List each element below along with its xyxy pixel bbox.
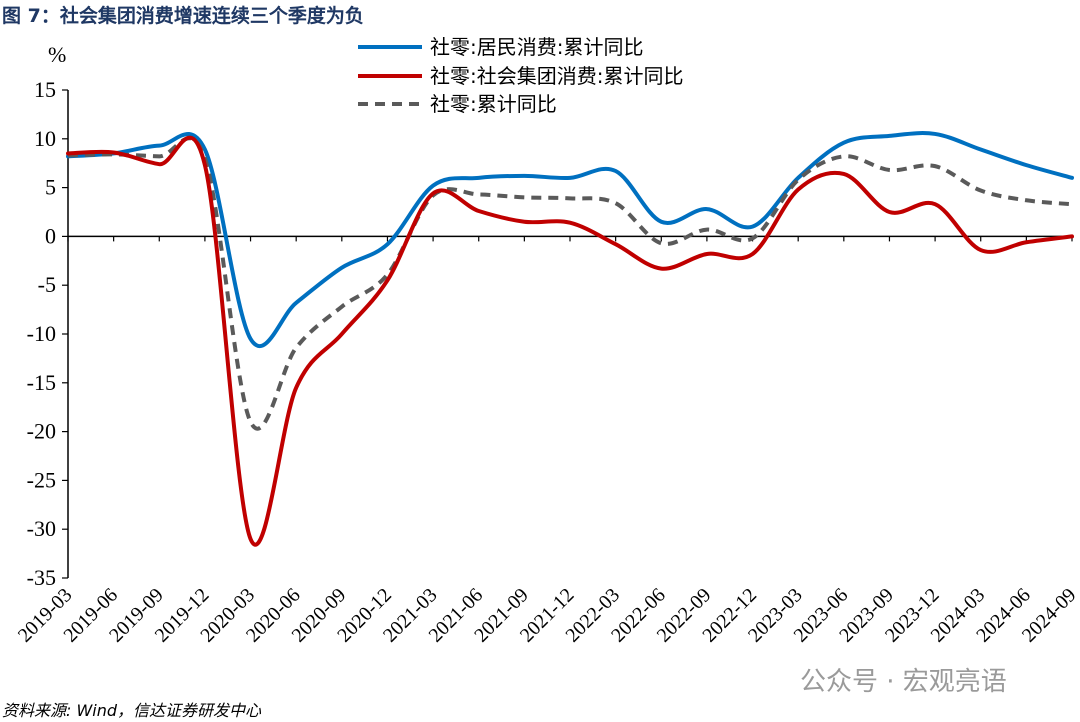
series-group-consumption-line	[66, 135, 1074, 547]
axes	[67, 90, 1072, 578]
legend-label-resident-consumption: 社零:居民消费:累计同比	[430, 35, 643, 59]
y-tick-label: 0	[45, 223, 56, 248]
y-tick-label: -25	[27, 467, 56, 492]
y-axis-ticks: 15 10 5 0 -5 -10 -15 -20 -25 -30 -35	[27, 77, 68, 590]
source-note: 资料来源: Wind，信达证券研发中心	[2, 701, 262, 720]
y-tick-label: 10	[34, 126, 56, 151]
legend-label-total-retail: 社零:累计同比	[430, 92, 557, 116]
y-tick-label: 15	[34, 77, 56, 102]
series-total-retail-line	[67, 136, 1073, 431]
y-axis-unit: %	[48, 42, 66, 67]
series-lines	[66, 131, 1074, 547]
series-resident-consumption-line	[66, 131, 1074, 348]
watermark-text: 公众号 · 宏观亮语	[800, 667, 1007, 697]
y-tick-label: 5	[45, 175, 56, 200]
y-tick-label: -20	[27, 419, 56, 444]
legend-label-group-consumption: 社零:社会集团消费:累计同比	[430, 64, 683, 88]
y-tick-label: -15	[27, 370, 56, 395]
y-tick-label: -5	[38, 272, 56, 297]
y-tick-label: -30	[27, 516, 56, 541]
y-tick-label: -35	[27, 565, 56, 590]
x-axis-ticks: 2019-032019-062019-092019-122020-032020-…	[14, 236, 1080, 647]
y-tick-label: -10	[27, 321, 56, 346]
figure-title: 图 7：社会集团消费增速连续三个季度为负	[2, 4, 364, 27]
